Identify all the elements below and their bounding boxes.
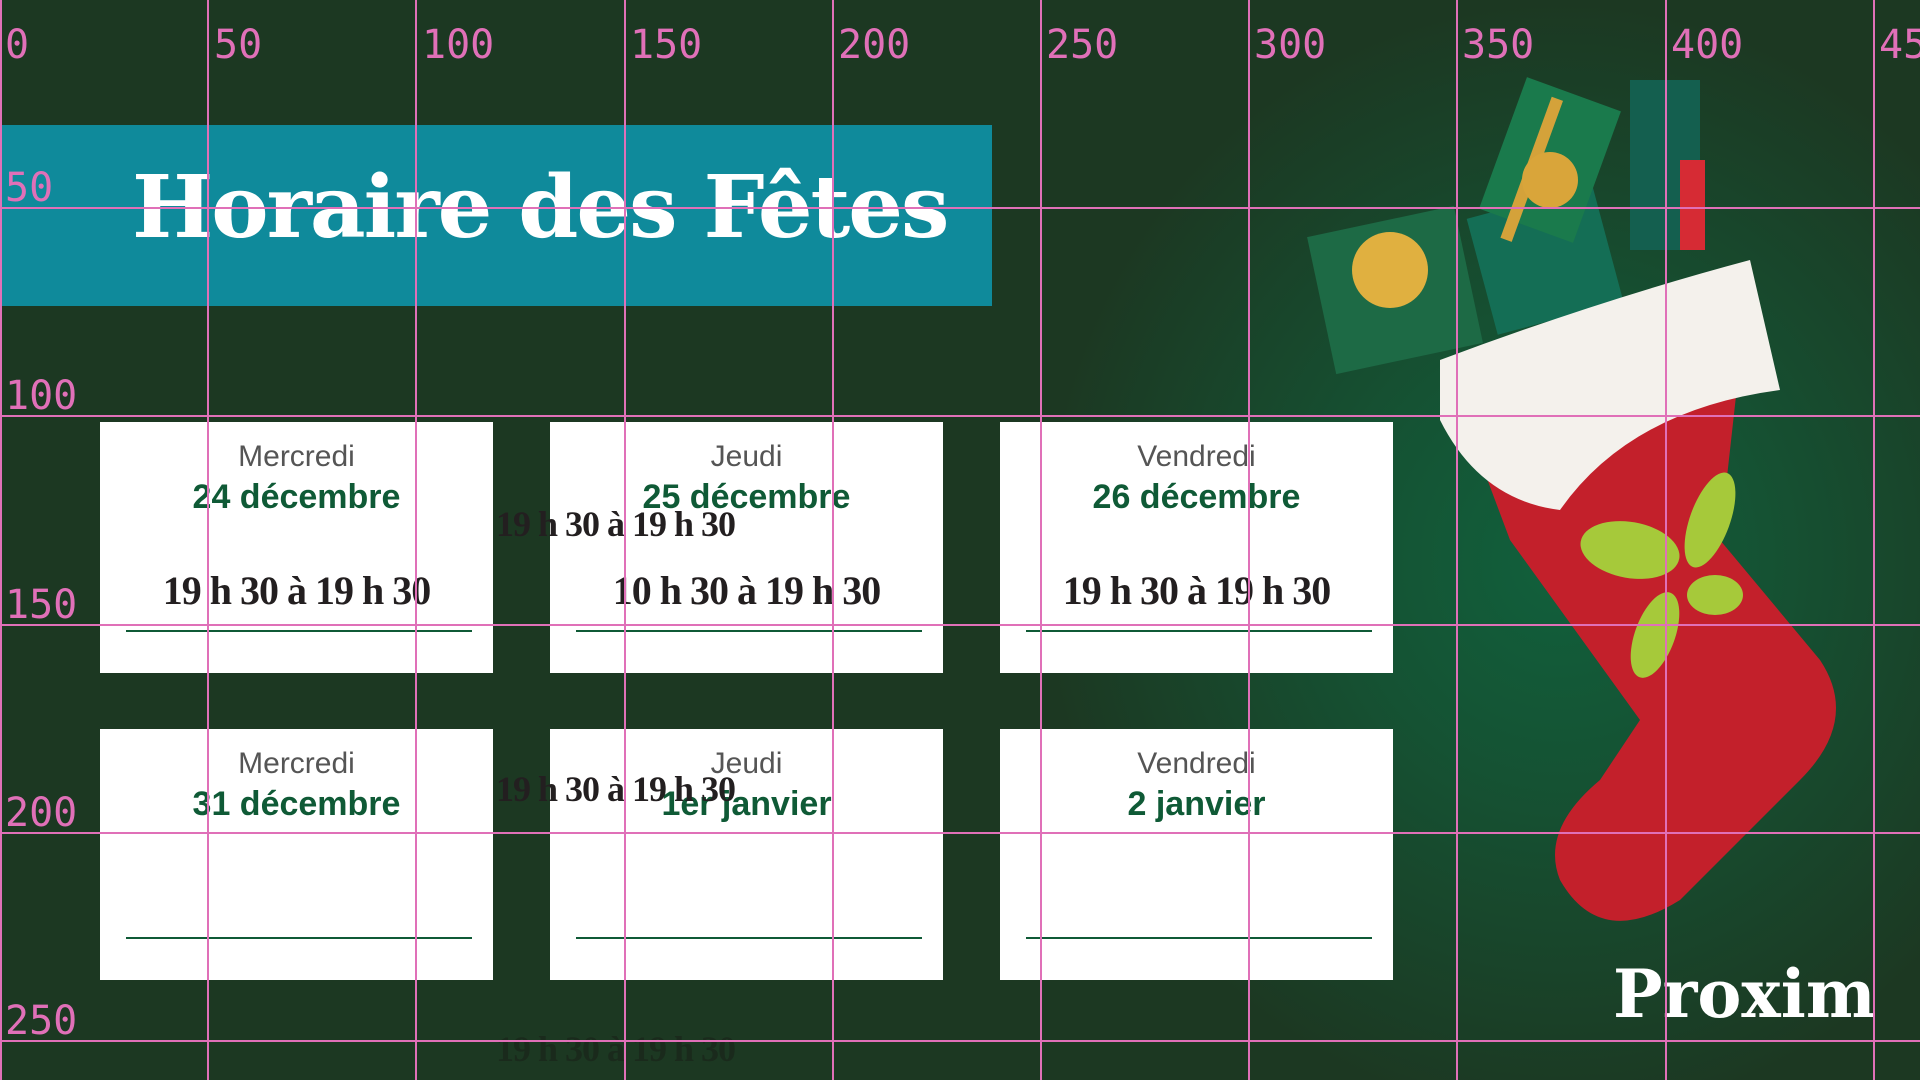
schedule-card: Vendredi 2 janvier (1000, 729, 1393, 980)
grid-y-label: 100 (5, 373, 78, 419)
grid-line (624, 0, 626, 1080)
date-label: 26 décembre (1092, 478, 1301, 516)
gift-boxes (1307, 77, 1705, 375)
grid-line (0, 1040, 1920, 1042)
grid-y-label: 200 (5, 790, 78, 836)
hours-label: 19 h 30 à 19 h 30 (1062, 568, 1332, 613)
title-banner (0, 125, 992, 306)
date-label: 24 décembre (192, 478, 401, 516)
date-label: 25 décembre (642, 478, 851, 516)
christmas-stocking-illustration (1307, 77, 1836, 921)
day-label: Vendredi (1137, 440, 1256, 473)
overlay-hours-text: 19 h 30 à 19 h 30 (496, 504, 736, 544)
grid-x-label: 50 (214, 22, 263, 68)
proxim-logo: Proxim (1613, 955, 1876, 1033)
stocking-cuff (1440, 260, 1780, 510)
hours-label: 10 h 30 à 19 h 30 (612, 568, 882, 613)
grid-line (207, 0, 209, 1080)
day-label: Mercredi (238, 440, 355, 473)
date-label: 1er janvier (661, 785, 832, 823)
grid-y-label: 50 (5, 165, 54, 211)
grid-x-label: 150 (630, 22, 703, 68)
grid-x-label: 400 (1671, 22, 1744, 68)
proxim-leaf-emblem (1580, 472, 1743, 678)
date-label: 2 janvier (1127, 785, 1266, 823)
divider (1026, 937, 1372, 939)
grid-line (0, 415, 1920, 417)
grid-line (0, 207, 1920, 209)
date-label: 31 décembre (192, 785, 401, 823)
schedule-card: Mercredi 31 décembre (100, 729, 493, 980)
schedule-card: Jeudi 25 décembre 10 h 30 à 19 h 30 (550, 422, 943, 673)
schedule-card: Jeudi 1er janvier (550, 729, 943, 980)
day-label: Vendredi (1137, 747, 1256, 780)
grid-x-label: 200 (838, 22, 911, 68)
divider (126, 630, 472, 632)
grid-x-label: 0 (5, 22, 30, 68)
grid-line (1873, 0, 1875, 1080)
day-label: Jeudi (710, 440, 783, 473)
schedule-card: Vendredi 26 décembre 19 h 30 à 19 h 30 (1000, 422, 1393, 673)
grid-line (0, 832, 1920, 834)
hours-label: 19 h 30 à 19 h 30 (162, 568, 432, 613)
schedule-card: Mercredi 24 décembre 19 h 30 à 19 h 30 (100, 422, 493, 673)
grid-line (832, 0, 834, 1080)
grid-line (415, 0, 417, 1080)
overlay-hours-text: 19 h 30 à 19 h 30 (496, 1029, 736, 1069)
overlay-hours-text: 19 h 30 à 19 h 30 (496, 769, 736, 809)
grid-x-label: 45 (1879, 22, 1920, 68)
day-label: Jeudi (710, 747, 783, 780)
grid-y-label: 250 (5, 998, 78, 1044)
divider (1026, 630, 1372, 632)
grid-line (1248, 0, 1250, 1080)
divider (576, 630, 922, 632)
grid-line (0, 0, 2, 1080)
day-label: Mercredi (238, 747, 355, 780)
grid-y-label: 150 (5, 582, 78, 628)
grid-line (1456, 0, 1458, 1080)
grid-x-label: 100 (422, 22, 495, 68)
grid-x-label: 350 (1462, 22, 1535, 68)
grid-line (1665, 0, 1667, 1080)
grid-x-label: 250 (1046, 22, 1119, 68)
grid-line (0, 624, 1920, 626)
divider (576, 937, 922, 939)
grid-x-label: 300 (1254, 22, 1327, 68)
grid-line (1040, 0, 1042, 1080)
divider (126, 937, 472, 939)
